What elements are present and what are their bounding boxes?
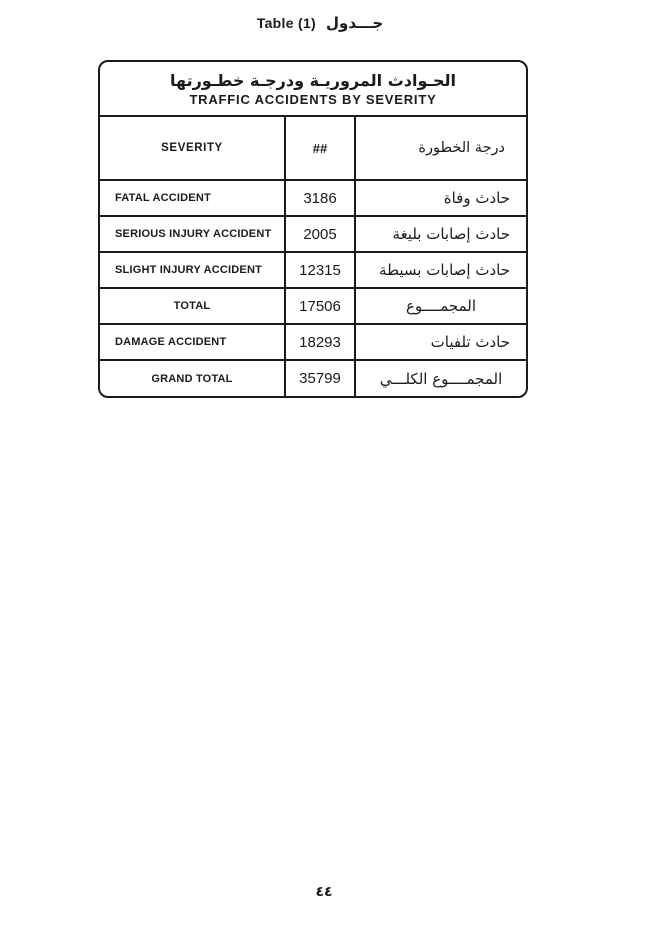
column-header-severity: SEVERITY (161, 142, 223, 154)
row-label-arabic: حادث تلفيات (430, 333, 510, 351)
table-row-damage: DAMAGE ACCIDENT 18293 حادث تلفيات (100, 325, 526, 361)
row-label-arabic: المجمــــوع الكلـــي (379, 369, 503, 388)
row-value: 35799 (284, 361, 356, 396)
table-row-total: TOTAL 17506 المجمــــوع (100, 289, 526, 325)
row-label: SLIGHT INJURY ACCIDENT (115, 264, 263, 276)
table-row-fatal: FATAL ACCIDENT 3186 حادث وفاة (100, 181, 526, 217)
row-value: 12315 (284, 253, 356, 287)
row-label-arabic: حادث وفاة (443, 189, 510, 207)
row-label: GRAND TOTAL (151, 372, 233, 385)
row-value: 3186 (284, 181, 356, 215)
row-label-arabic: حادث إصابات بليغة (392, 225, 510, 243)
row-label: SERIOUS INJURY ACCIDENT (115, 228, 272, 240)
row-value: 2005 (284, 217, 356, 251)
row-label-arabic: حادث إصابات بسيطة (379, 261, 510, 279)
row-value: 18293 (284, 325, 356, 359)
table-row-slight-injury: SLIGHT INJURY ACCIDENT 12315 حادث إصابات… (100, 253, 526, 289)
table-row-serious-injury: SERIOUS INJURY ACCIDENT 2005 حادث إصابات… (100, 217, 526, 253)
page-title-ar: جـــدول (326, 14, 384, 32)
page-title-en: Table (1) (256, 15, 317, 31)
row-label: FATAL ACCIDENT (115, 192, 211, 204)
row-value: 17506 (284, 289, 356, 323)
page-number: ٤٤ (315, 884, 333, 900)
column-header-severity-arabic: درجة الخطورة (418, 140, 505, 156)
page-title: Table (1) جـــدول (0, 14, 640, 32)
traffic-accidents-table: الحـوادث المروريـة ودرجـة خطـورتها TRAFF… (98, 60, 528, 398)
row-label: TOTAL (173, 300, 211, 312)
row-label-arabic: المجمــــوع (405, 297, 477, 315)
table-title-section: الحـوادث المروريـة ودرجـة خطـورتها TRAFF… (100, 62, 526, 117)
column-header-count: ## (284, 117, 356, 179)
table-row-grand-total: GRAND TOTAL 35799 المجمــــوع الكلـــي (100, 361, 526, 396)
table-header-row: SEVERITY ## درجة الخطورة (100, 117, 526, 181)
row-label: DAMAGE ACCIDENT (115, 336, 227, 348)
table-title-arabic: الحـوادث المروريـة ودرجـة خطـورتها (170, 70, 456, 90)
table-title-english: TRAFFIC ACCIDENTS BY SEVERITY (189, 91, 437, 107)
